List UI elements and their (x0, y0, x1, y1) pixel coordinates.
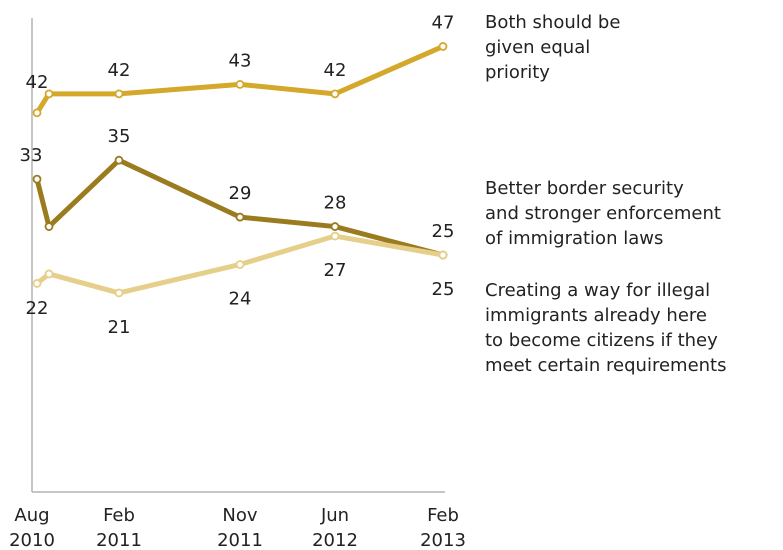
data-point-1-2 (114, 155, 124, 165)
data-point-2-2 (114, 288, 124, 298)
axis-layer: Aug 2010 Feb 2011 Nov 2011 Jun 2012 Feb 2013 (9, 505, 466, 550)
legend-item-border-security: Better border security and stronger enfo… (485, 178, 721, 249)
data-label-2-1: 22 (26, 298, 49, 319)
series-line-1 (34, 157, 446, 258)
x-tick-label-2: Feb 2011 (96, 505, 142, 550)
data-label-1-4: 28 (324, 193, 347, 214)
data-label-0-1: 42 (26, 72, 49, 93)
data-point-1-3 (235, 212, 245, 222)
legend-item-equal-priority: Both should be given equal priority (485, 12, 621, 83)
series-layer (32, 42, 448, 298)
data-label-2-2: 21 (108, 317, 131, 338)
data-point-0-3 (235, 79, 245, 89)
data-point-0-1 (44, 89, 54, 99)
x-tick-label-5: Feb 2013 (420, 505, 466, 550)
data-point-2-3 (235, 260, 245, 269)
data-label-2-4: 27 (324, 260, 347, 281)
data-label-1-0: 33 (20, 145, 43, 166)
x-tick-label-1: Aug 2010 (9, 505, 55, 550)
x-tick-label-3: Nov 2011 (217, 505, 263, 550)
data-label-0-4: 42 (324, 60, 347, 81)
data-label-2-3: 24 (229, 288, 252, 309)
data-point-2-5 (438, 250, 448, 260)
data-point-1-0 (32, 174, 42, 184)
data-point-1-4 (330, 222, 340, 231)
data-label-0-2: 42 (108, 60, 131, 81)
data-label-0-3: 43 (229, 50, 252, 71)
data-label-1-3: 29 (229, 183, 252, 204)
data-label-1-2: 35 (108, 126, 131, 147)
data-point-0-2 (114, 89, 124, 99)
data-point-2-0 (32, 279, 42, 288)
data-point-1-1 (44, 222, 54, 231)
data-label-0-5: 47 (432, 12, 455, 33)
data-point-0-5 (438, 42, 448, 51)
data-point-0-4 (330, 89, 340, 99)
data-point-2-1 (44, 269, 54, 279)
label-layer: 42 42 43 42 47 33 35 29 28 25 22 21 24 27 25 (20, 12, 455, 337)
x-tick-label-4: Jun 2012 (312, 505, 358, 550)
data-label-2-5: 25 (432, 279, 455, 300)
legend-item-path-to-citizenship: Creating a way for illegal immigrants al… (485, 280, 727, 376)
data-label-1-5: 25 (432, 221, 455, 242)
data-point-2-4 (330, 231, 340, 241)
data-point-0-0 (32, 108, 42, 118)
